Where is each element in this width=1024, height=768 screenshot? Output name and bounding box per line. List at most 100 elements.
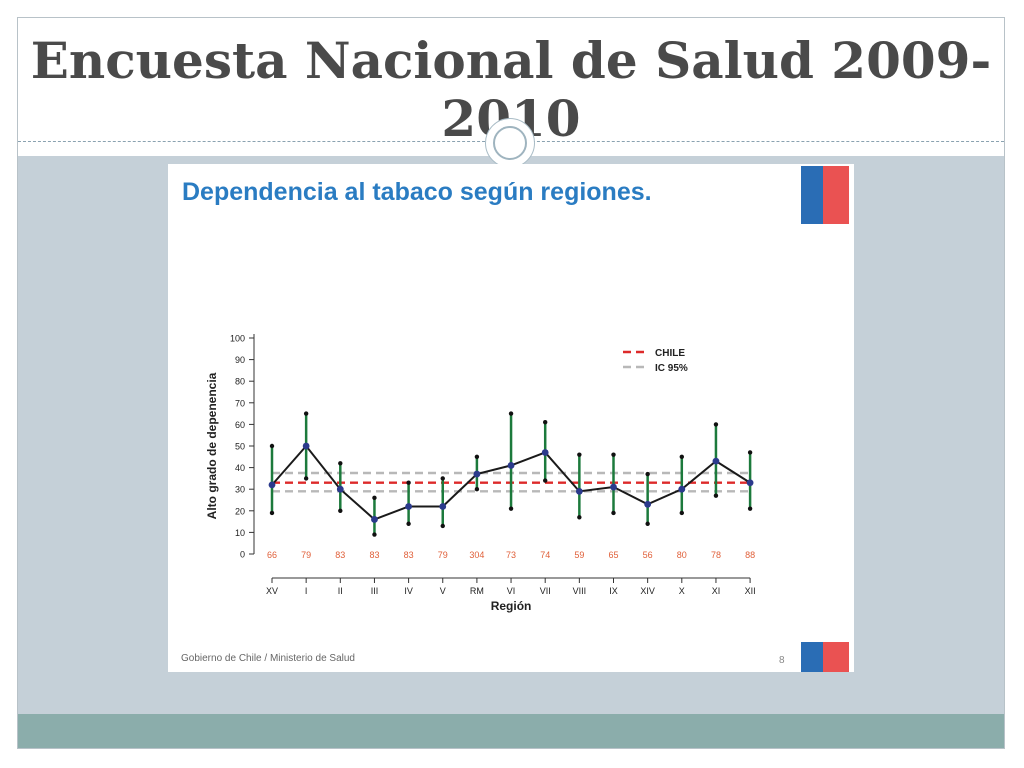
x-tick-label: XII <box>745 586 756 596</box>
chile-flag-stripe-top <box>801 166 849 224</box>
y-tick-label: 20 <box>235 506 245 516</box>
axes-layer <box>249 334 751 583</box>
sample-size-label: 83 <box>369 550 379 560</box>
data-point <box>336 485 344 493</box>
y-tick-label: 100 <box>230 334 245 344</box>
x-tick-label: XIV <box>640 586 655 596</box>
x-axis-title: Región <box>491 599 532 613</box>
labels-layer: 0102030405060708090100XV66I79II83III83IV… <box>205 334 756 614</box>
error-bar-lower-cap <box>508 506 514 511</box>
data-point <box>405 503 412 510</box>
slide-title: Dependencia al tabaco según regiones. <box>182 178 652 206</box>
error-bar-lower-cap <box>440 523 445 529</box>
error-bar-upper-cap <box>645 471 650 477</box>
data-point <box>746 479 754 487</box>
data-point <box>473 470 481 478</box>
error-bar-upper-cap <box>372 495 377 501</box>
error-bar-upper-cap <box>508 411 514 416</box>
x-tick-label: VI <box>507 586 516 596</box>
title-area: Encuesta Nacional de Salud 2009-2010 <box>18 18 1004 148</box>
error-bar-upper-cap <box>679 454 684 459</box>
sample-size-label: 56 <box>643 550 653 560</box>
y-tick-label: 10 <box>235 528 245 538</box>
flag-blue-stripe <box>801 166 823 224</box>
data-point <box>302 442 310 450</box>
x-tick-label: X <box>679 586 685 596</box>
data-point <box>575 487 583 495</box>
data-point <box>678 485 686 493</box>
sample-size-label: 73 <box>506 550 516 560</box>
x-tick-label: IX <box>609 586 618 596</box>
error-bar-upper-cap <box>474 454 480 459</box>
page-title: Encuesta Nacional de Salud 2009-2010 <box>30 31 992 148</box>
flag-red-stripe <box>823 642 849 672</box>
error-bar-upper-cap <box>303 411 309 416</box>
data-point <box>268 481 276 489</box>
footer-source: Gobierno de Chile / Ministerio de Salud <box>181 653 355 664</box>
x-tick-label: V <box>440 586 446 596</box>
error-bar-lower-cap <box>372 532 377 537</box>
error-bar-lower-cap <box>747 506 753 511</box>
error-bar-lower-cap <box>543 478 548 483</box>
sample-size-label: 74 <box>540 550 550 560</box>
region-dependency-chart: 0102030405060708090100XV66I79II83III83IV… <box>205 334 756 614</box>
x-tick-label: VII <box>540 586 551 596</box>
y-tick-label: 30 <box>235 485 245 495</box>
data-point <box>507 462 515 469</box>
sample-size-label: 304 <box>469 550 484 560</box>
x-tick-label: XI <box>712 586 721 596</box>
error-bar-lower-cap <box>679 510 684 516</box>
legend-label-chile: CHILE <box>655 348 685 359</box>
y-axis-title: Alto grado de depenencia <box>205 372 219 519</box>
error-bar-upper-cap <box>713 422 719 427</box>
data-point <box>371 516 378 523</box>
error-bar-upper-cap <box>747 450 753 455</box>
sample-size-label: 65 <box>608 550 618 560</box>
error-bar-upper-cap <box>577 452 582 457</box>
sample-size-label: 59 <box>574 550 584 560</box>
y-tick-label: 40 <box>235 463 245 473</box>
sample-size-label: 80 <box>677 550 687 560</box>
decorative-ring <box>493 126 527 160</box>
y-tick-label: 50 <box>235 442 245 452</box>
error-bar-lower-cap <box>713 493 719 498</box>
x-tick-label: VIII <box>573 586 587 596</box>
data-points <box>268 442 754 523</box>
x-tick-label: XV <box>266 586 278 596</box>
x-tick-label: RM <box>470 586 484 596</box>
x-tick-label: I <box>305 586 308 596</box>
data-point <box>439 503 447 510</box>
error-bar-lower-cap <box>338 508 343 513</box>
x-tick-label: II <box>338 586 343 596</box>
chile-flag-stripe-bottom <box>801 642 849 672</box>
x-tick-label: IV <box>404 586 413 596</box>
error-bar-upper-cap <box>269 443 275 449</box>
embedded-slide: Dependencia al tabaco según regiones. 0 1… <box>168 164 854 672</box>
sample-size-label: 83 <box>335 550 345 560</box>
error-bar-lower-cap <box>303 476 309 481</box>
error-bar-lower-cap <box>611 510 616 516</box>
error-bar-upper-cap <box>611 452 616 457</box>
y-tick-label: 90 <box>235 355 245 365</box>
error-bar-lower-cap <box>406 521 411 526</box>
sample-size-label: 79 <box>301 550 311 560</box>
error-bar-upper-cap <box>406 480 411 485</box>
flag-blue-stripe <box>801 642 823 672</box>
sample-size-label: 66 <box>267 550 277 560</box>
data-point <box>610 483 617 491</box>
error-bar-lower-cap <box>577 515 582 520</box>
flag-red-stripe <box>823 166 849 224</box>
y-tick-label: 0 <box>240 550 245 560</box>
sample-size-label: 83 <box>404 550 414 560</box>
sample-size-label: 79 <box>438 550 448 560</box>
error-bar-lower-cap <box>269 510 275 516</box>
page-number: 8 <box>779 655 785 666</box>
y-tick-label: 80 <box>235 377 245 387</box>
error-bar-upper-cap <box>338 461 343 466</box>
data-point <box>712 457 720 465</box>
x-tick-label: III <box>371 586 379 596</box>
chart-legend: CHILE IC 95% <box>623 348 688 374</box>
error-bar-lower-cap <box>645 521 650 526</box>
data-point <box>644 500 652 508</box>
data-point <box>541 449 549 456</box>
